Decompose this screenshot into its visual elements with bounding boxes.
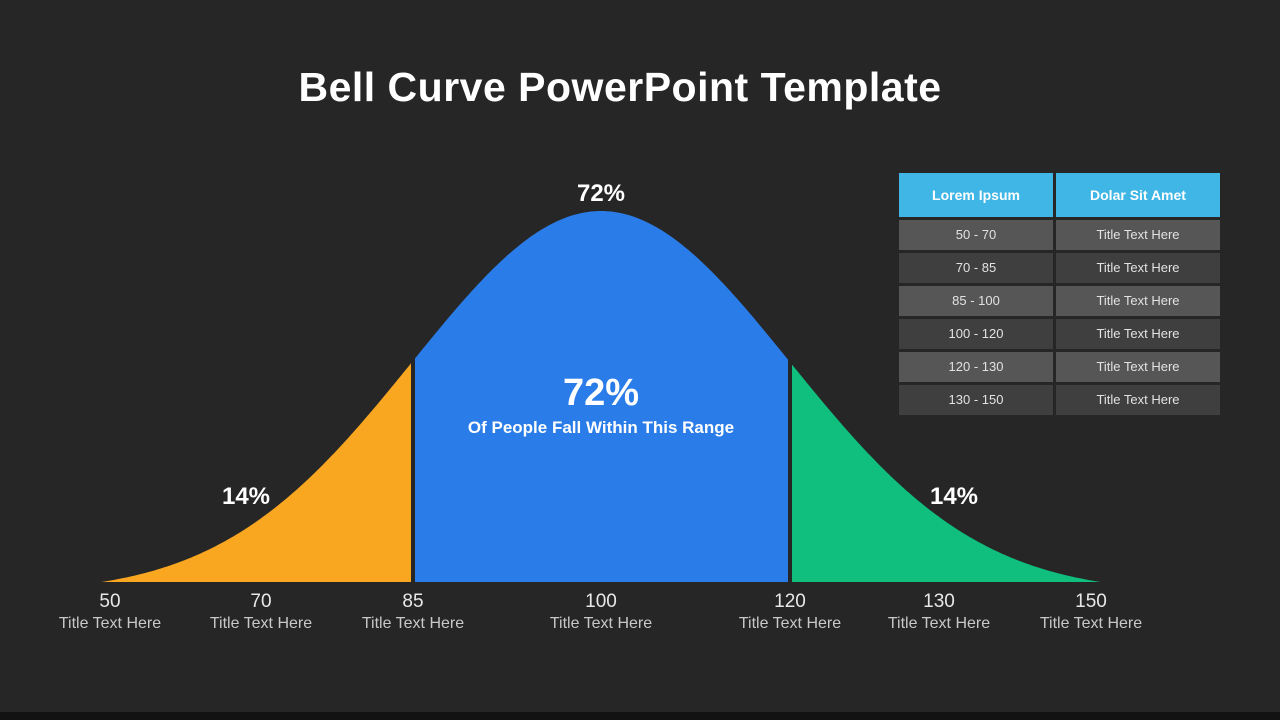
table-cell-title: Title Text Here — [1056, 286, 1220, 316]
table-row: 70 - 85 Title Text Here — [899, 253, 1220, 283]
center-caption-label: Of People Fall Within This Range — [467, 418, 735, 437]
tick-value: 50 — [99, 591, 121, 612]
axis-tick-85: 85 Title Text Here — [343, 591, 483, 633]
axis-tick-70: 70 Title Text Here — [191, 591, 331, 633]
table-header-cell-dolar: Dolar Sit Amet — [1056, 173, 1220, 217]
table-cell-title: Title Text Here — [1056, 385, 1220, 415]
table-cell-range: 85 - 100 — [899, 286, 1053, 316]
tick-label: Title Text Here — [1039, 615, 1143, 632]
left-tail-segment — [101, 363, 411, 582]
tick-label: Title Text Here — [361, 615, 465, 632]
table-header-cell-lorem: Lorem Ipsum — [899, 173, 1053, 217]
tick-value: 70 — [250, 591, 272, 612]
table-row: 50 - 70 Title Text Here — [899, 220, 1220, 250]
x-axis-labels: 50 Title Text Here 70 Title Text Here 85 Titl… — [0, 591, 1280, 636]
tick-value: 130 — [923, 591, 955, 612]
range-table: Lorem Ipsum Dolar Sit Amet 50 - 70 Title … — [899, 173, 1220, 415]
tick-label: Title Text Here — [209, 615, 313, 632]
table-row: 120 - 130 Title Text Here — [899, 352, 1220, 382]
right-tail-segment — [792, 364, 1101, 582]
axis-tick-120: 120 Title Text Here — [720, 591, 860, 633]
tick-label: Title Text Here — [58, 615, 162, 632]
right-tail-percent-label: 14% — [929, 483, 979, 510]
middle-segment — [415, 211, 788, 582]
table-cell-title: Title Text Here — [1056, 220, 1220, 250]
table-cell-range: 130 - 150 — [899, 385, 1053, 415]
table-cell-title: Title Text Here — [1056, 352, 1220, 382]
tick-value: 120 — [774, 591, 806, 612]
tick-label: Title Text Here — [549, 615, 653, 632]
axis-tick-150: 150 Title Text Here — [1021, 591, 1161, 633]
tick-value: 150 — [1075, 591, 1107, 612]
table-header-row: Lorem Ipsum Dolar Sit Amet — [899, 173, 1220, 217]
slide-title: Bell Curve PowerPoint Template — [298, 64, 942, 110]
axis-tick-130: 130 Title Text Here — [869, 591, 1009, 633]
table-cell-range: 120 - 130 — [899, 352, 1053, 382]
table-cell-title: Title Text Here — [1056, 253, 1220, 283]
table-cell-range: 50 - 70 — [899, 220, 1053, 250]
table-body: 50 - 70 Title Text Here 70 - 85 Title Text … — [899, 220, 1220, 415]
tick-value: 85 — [402, 591, 424, 612]
center-percent-label: 72% — [562, 372, 640, 414]
tick-label: Title Text Here — [887, 615, 991, 632]
table-cell-range: 70 - 85 — [899, 253, 1053, 283]
axis-tick-50: 50 Title Text Here — [40, 591, 180, 633]
bottom-strip — [0, 712, 1280, 720]
table-cell-title: Title Text Here — [1056, 319, 1220, 349]
table-cell-range: 100 - 120 — [899, 319, 1053, 349]
table-row: 100 - 120 Title Text Here — [899, 319, 1220, 349]
table-row: 130 - 150 Title Text Here — [899, 385, 1220, 415]
axis-tick-100: 100 Title Text Here — [531, 591, 671, 633]
center-annotation: 72% Of People Fall Within This Range — [401, 372, 801, 438]
top-percent-label: 72% — [576, 180, 626, 207]
left-tail-percent-label: 14% — [221, 483, 271, 510]
tick-value: 100 — [585, 591, 617, 612]
table-row: 85 - 100 Title Text Here — [899, 286, 1220, 316]
tick-label: Title Text Here — [738, 615, 842, 632]
